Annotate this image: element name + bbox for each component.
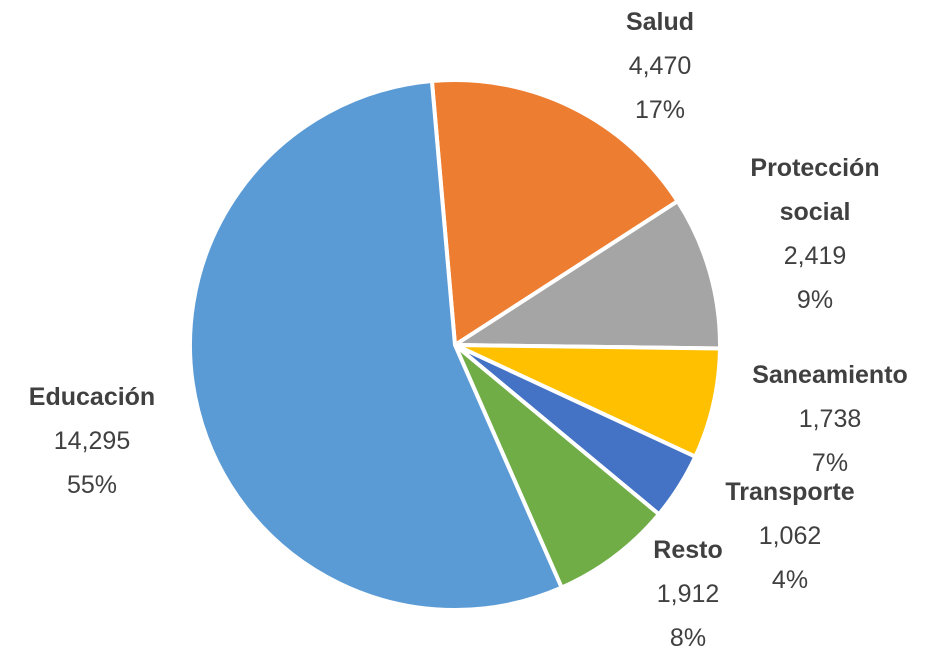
slice (188, 79, 564, 612)
category-label: Transporte (725, 478, 855, 506)
percentage-label: 8% (669, 624, 707, 652)
slice-label: Transporte 1,062 4% (725, 470, 854, 602)
slice-label: Saneamiento 1,738 7% (752, 353, 908, 485)
slice (453, 343, 722, 459)
percentage-label: 17% (634, 96, 686, 124)
slice-label: Resto 1,912 8% (653, 528, 722, 660)
value-label: 1,912 (656, 580, 720, 608)
category-label: Resto (653, 536, 723, 564)
value-label: 14,295 (53, 427, 131, 455)
category-label: Salud (625, 8, 695, 36)
slice-label: Salud 4,470 17% (626, 0, 694, 132)
slice-label: Protección social 2,419 9% (720, 146, 910, 322)
percentage-label: 7% (811, 449, 849, 477)
slice (453, 343, 661, 590)
value-label: 4,470 (628, 52, 692, 80)
slice (429, 78, 680, 347)
percentage-label: 9% (796, 286, 834, 314)
category-label: Educación (28, 383, 156, 411)
value-label: 1,062 (758, 522, 822, 550)
percentage-label: 55% (66, 471, 118, 499)
slice-label: Educación 14,295 55% (29, 375, 155, 507)
percentage-label: 4% (771, 566, 809, 594)
category-label: Protección social (750, 154, 880, 226)
slice (453, 199, 722, 351)
category-label: Saneamiento (752, 361, 908, 389)
value-label: 1,738 (798, 405, 862, 433)
value-label: 2,419 (783, 242, 847, 270)
